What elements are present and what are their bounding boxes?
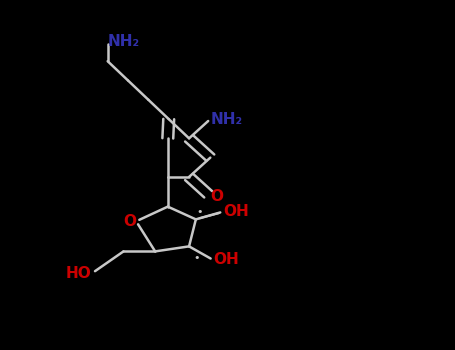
Text: NH₂: NH₂ — [210, 112, 243, 127]
Text: NH₂: NH₂ — [108, 34, 140, 49]
Text: OH: OH — [213, 252, 239, 267]
Text: O: O — [123, 214, 136, 229]
Text: O: O — [210, 189, 223, 204]
Text: •: • — [196, 206, 203, 217]
Text: •: • — [193, 253, 200, 263]
Text: OH: OH — [223, 204, 249, 219]
Text: HO: HO — [66, 266, 92, 281]
